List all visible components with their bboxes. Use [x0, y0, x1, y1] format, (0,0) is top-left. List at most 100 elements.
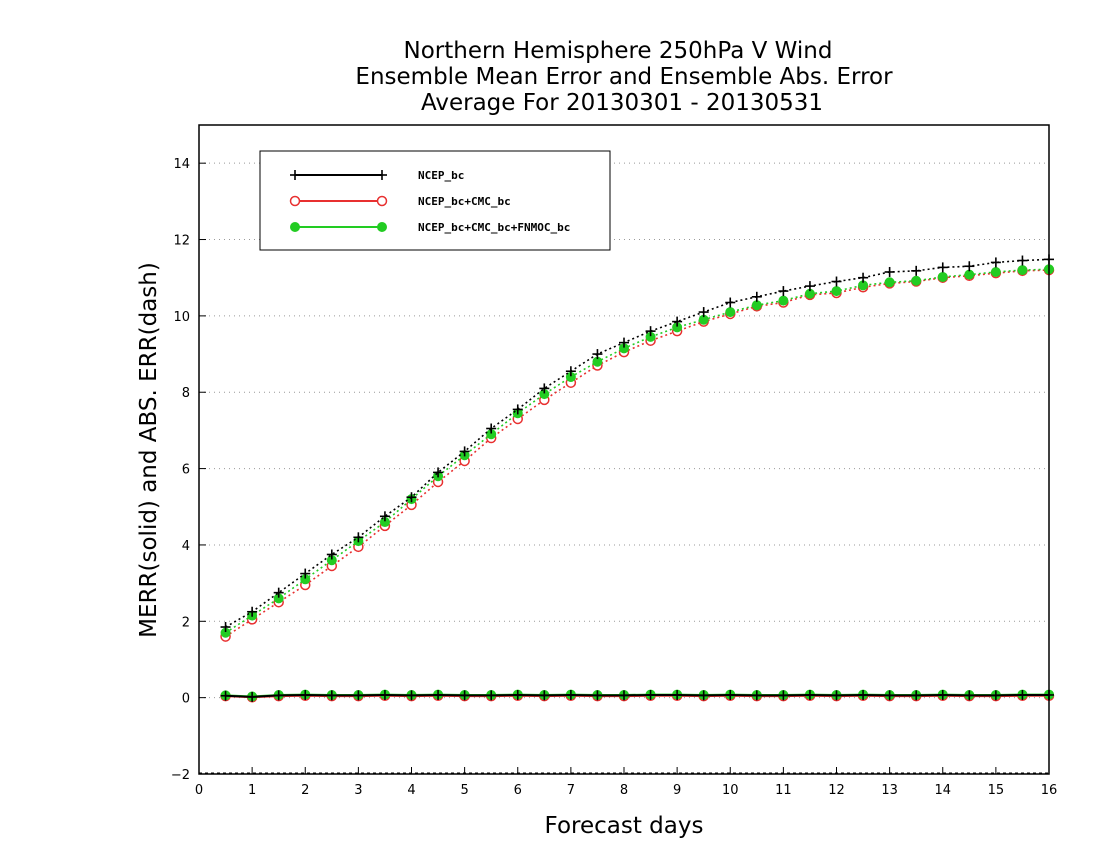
- y-axis-ticks: −2 0 2 4 6 8 10 12 14: [171, 157, 206, 783]
- series-0-abs-err-point-7: [406, 492, 417, 503]
- series-2-abs-err-point-20: [751, 300, 762, 311]
- series-0-mean-err-point-1: [247, 691, 258, 702]
- series-0-mean-err-point-8: [433, 689, 444, 700]
- plot-series: [220, 254, 1055, 703]
- x-tick-label-0: 0: [195, 783, 203, 798]
- series-0-abs-err-point-1: [247, 606, 258, 617]
- series-2-abs-err-point-19: [725, 307, 736, 318]
- x-tick-label-11: 11: [775, 783, 792, 798]
- y-tick-label-0: −2: [171, 768, 190, 783]
- series-0-abs-err-point-10: [486, 423, 497, 434]
- x-axis-ticks: 0 1 2 3 4 5 6 7 8 9 10 11 12 13 14 15 16: [195, 767, 1057, 798]
- series-0-abs-err-point-21: [778, 286, 789, 297]
- series-0-abs-err-point-25: [884, 266, 895, 277]
- series-0-mean-err-point-29: [990, 690, 1001, 701]
- legend-entry-2: NCEP_bc+CMC_bc+FNMOC_bc: [290, 221, 570, 234]
- series-0-abs-err-point-8: [433, 467, 444, 478]
- series-0-abs-err-point-0: [220, 622, 231, 633]
- legend-marker-left-1: [289, 195, 301, 207]
- series-0-mean-err-point-21: [778, 690, 789, 701]
- series-0-abs-err-point-17: [672, 316, 683, 327]
- x-tick-label-2: 2: [301, 783, 309, 798]
- series-0-mean-err-point-27: [937, 689, 948, 700]
- legend-label-2: NCEP_bc+CMC_bc+FNMOC_bc: [418, 221, 570, 234]
- series-2-abs-err-point-30: [1017, 265, 1028, 276]
- series-0: [220, 254, 1054, 702]
- series-0-abs-err-point-20: [751, 291, 762, 302]
- series-0-mean-err-point-9: [459, 690, 470, 701]
- series-0-mean-err-point-23: [831, 690, 842, 701]
- series-0-abs-err-point-9: [459, 446, 470, 457]
- series-0-abs-err-point-15: [619, 337, 629, 348]
- chart-title-line-3: Average For 20130301 - 20130531: [421, 90, 823, 116]
- series-0-mean-err-point-3: [300, 689, 311, 700]
- series-2-abs-err-point-23: [831, 286, 842, 297]
- y-tick-label-4: 6: [182, 463, 190, 478]
- legend-label-0: NCEP_bc: [418, 169, 464, 182]
- x-axis-label: Forecast days: [545, 813, 704, 839]
- series-0-mean-err-point-26: [911, 690, 922, 701]
- gridlines: [199, 162, 1049, 774]
- x-tick-label-9: 9: [673, 783, 681, 798]
- series-0-abs-err-point-6: [379, 511, 390, 522]
- y-tick-label-6: 10: [173, 310, 190, 325]
- series-0-mean-err-point-6: [379, 689, 390, 700]
- series-0-mean-err-point-24: [858, 689, 869, 700]
- series-0-abs-err-point-11: [512, 404, 523, 415]
- series-0-mean-err-point-10: [486, 690, 497, 701]
- series-0-mean-err-point-30: [1017, 689, 1028, 700]
- series-0-mean-err-point-16: [645, 689, 656, 700]
- series-2-abs-err-point-21: [778, 295, 789, 306]
- series-2-abs-err-point-25: [884, 277, 895, 288]
- series-0-mean-err-point-13: [565, 689, 576, 700]
- series-1-abs-err-line: [225, 269, 1050, 638]
- series-0-abs-err-point-5: [353, 532, 364, 543]
- series-0-mean-err-point-0: [220, 690, 231, 701]
- series-0-mean-err-point-4: [326, 690, 337, 701]
- series-0-abs-err-point-19: [725, 297, 736, 308]
- legend-marker-left-2: [290, 222, 300, 232]
- x-tick-label-12: 12: [828, 783, 845, 798]
- series-0-mean-err-point-20: [751, 690, 762, 701]
- chart-title-line-2: Ensemble Mean Error and Ensemble Abs. Er…: [355, 64, 893, 90]
- series-0-mean-err-point-28: [964, 690, 975, 701]
- x-tick-label-14: 14: [934, 783, 951, 798]
- x-tick-label-5: 5: [460, 783, 468, 798]
- chart-title: Northern Hemisphere 250hPa V Wind Ensemb…: [355, 38, 893, 116]
- series-1: [220, 264, 1055, 703]
- series-0-abs-err-point-18: [698, 307, 709, 318]
- series-2-abs-err-point-28: [964, 269, 975, 280]
- series-0-mean-err-point-22: [804, 689, 815, 700]
- series-0-mean-err-point-11: [512, 689, 523, 700]
- series-0-mean-err-point-14: [592, 690, 603, 701]
- y-axis-label: MERR(solid) and ABS. ERR(dash): [136, 262, 162, 638]
- x-tick-label-1: 1: [248, 783, 256, 798]
- series-0-abs-err-point-14: [592, 349, 603, 360]
- series-0-abs-err-point-2: [273, 587, 284, 598]
- series-0-abs-err-point-27: [937, 262, 948, 273]
- legend-marker-right-1: [376, 195, 388, 207]
- y-tick-label-8: 14: [173, 157, 190, 172]
- series-0-mean-err-point-18: [698, 690, 709, 701]
- series-0-abs-err-point-26: [911, 265, 922, 276]
- series-0-abs-err-point-23: [831, 276, 842, 287]
- x-tick-label-4: 4: [407, 783, 415, 798]
- legend-entry-0: NCEP_bc: [290, 169, 464, 182]
- series-2-abs-err-point-29: [990, 266, 1001, 277]
- series-0-abs-err-point-3: [300, 568, 311, 579]
- series-0-mean-err-point-19: [725, 689, 736, 700]
- x-tick-label-6: 6: [514, 783, 522, 798]
- x-tick-label-13: 13: [881, 783, 898, 798]
- series-0-abs-err-point-13: [565, 366, 576, 377]
- legend: NCEP_bc NCEP_bc+CMC_bc NCEP_bc+CMC_bc+FNMO…: [259, 150, 611, 251]
- series-0-abs-err-point-4: [326, 549, 337, 560]
- y-tick-label-2: 2: [182, 615, 190, 630]
- series-0-abs-err-point-24: [858, 272, 869, 283]
- y-tick-label-5: 8: [182, 386, 190, 401]
- series-0-abs-err-point-12: [539, 383, 550, 394]
- series-0-mean-err-point-25: [884, 690, 895, 701]
- series-0-abs-err-point-28: [964, 261, 975, 272]
- x-tick-label-8: 8: [620, 783, 628, 798]
- chart-title-line-1: Northern Hemisphere 250hPa V Wind: [404, 38, 833, 64]
